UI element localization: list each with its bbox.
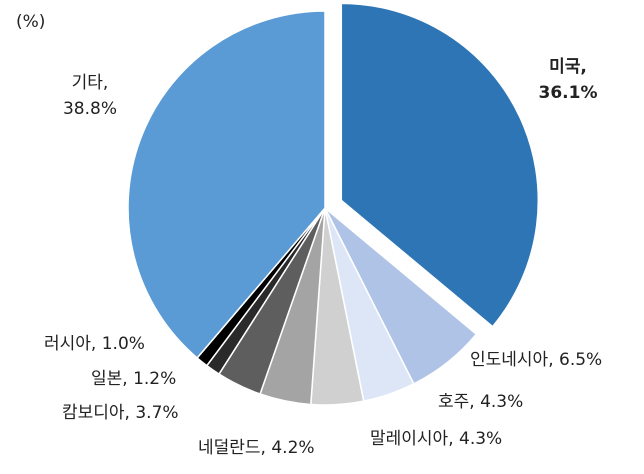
slice-label: 기타, 38.8% [63,73,117,119]
slice-label: 일본, 1.2% [91,369,176,389]
pie-slice [340,2,540,328]
pie-slice [127,10,326,359]
unit-label: (%) [16,12,46,32]
slice-label: 인도네시아, 6.5% [470,350,602,370]
slice-label: 네덜란드, 4.2% [198,438,315,458]
slice-label: 캄보디아, 3.7% [62,403,179,423]
slice-label: 러시아, 1.0% [44,334,145,354]
slice-label: 호주, 4.3% [438,392,523,412]
slice-label: 말레이시아, 4.3% [370,429,502,449]
slice-label: 미국, 36.1% [539,57,598,103]
